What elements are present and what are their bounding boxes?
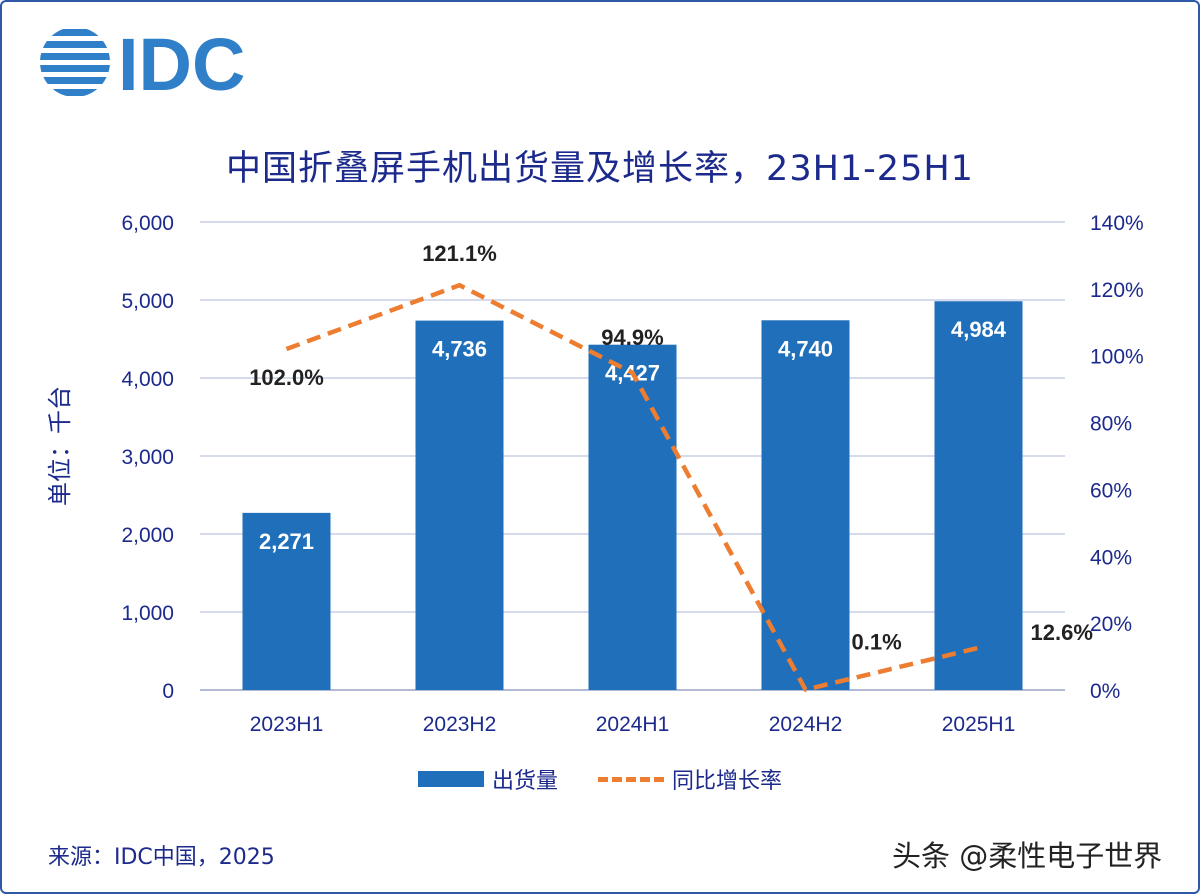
y2-tick-label: 120% xyxy=(1090,279,1144,302)
x-tick-label: 2024H1 xyxy=(596,713,670,736)
y2-tick-label: 40% xyxy=(1090,546,1132,569)
y2-tick-label: 80% xyxy=(1090,413,1132,436)
growth-value-label: 0.1% xyxy=(852,630,902,655)
growth-value-label: 121.1% xyxy=(422,241,497,266)
watermark: 头条 @柔性电子世界 xyxy=(892,839,1163,873)
y-tick-label: 6,000 xyxy=(121,212,174,235)
bar-value-label: 4,984 xyxy=(951,317,1007,342)
y-tick-label: 3,000 xyxy=(121,446,174,469)
x-tick-label: 2024H2 xyxy=(769,713,843,736)
growth-value-label: 12.6% xyxy=(1031,620,1093,645)
bar-value-label: 2,271 xyxy=(259,529,314,554)
legend: 出货量 同比增长率 xyxy=(0,763,1200,795)
bar xyxy=(242,512,331,690)
y-tick-label: 0 xyxy=(162,680,174,703)
legend-swatch-line xyxy=(598,776,664,782)
idc-logo: IDC xyxy=(40,24,245,100)
y2-tick-label: 0% xyxy=(1090,680,1120,703)
growth-line xyxy=(285,282,980,692)
bar xyxy=(934,301,1023,690)
y-axis-label: 单位：千台 xyxy=(46,386,74,506)
y-tick-label: 5,000 xyxy=(121,290,174,313)
bar xyxy=(761,320,850,690)
bar xyxy=(415,320,504,690)
y2-tick-label: 60% xyxy=(1090,479,1132,502)
legend-label-shipments: 出货量 xyxy=(491,769,558,794)
legend-swatch-bar xyxy=(417,771,484,787)
y-tick-label: 1,000 xyxy=(121,602,174,625)
y2-tick-label: 100% xyxy=(1090,346,1144,369)
y-tick-label: 2,000 xyxy=(121,524,174,547)
bar-value-label: 4,736 xyxy=(432,337,487,362)
bar-value-label: 4,740 xyxy=(778,336,833,361)
x-tick-label: 2023H1 xyxy=(250,713,324,736)
x-tick-label: 2023H2 xyxy=(423,713,497,736)
growth-value-label: 94.9% xyxy=(601,325,663,350)
y-tick-label: 4,000 xyxy=(121,368,174,391)
chart-title: 中国折叠屏手机出货量及增长率，23H1-25H1 xyxy=(226,149,974,189)
growth-value-label: 102.0% xyxy=(249,365,324,390)
source-note: 来源：IDC中国，2025 xyxy=(48,845,275,870)
bar xyxy=(588,344,677,690)
x-tick-label: 2025H1 xyxy=(942,713,1016,736)
y2-tick-label: 140% xyxy=(1090,212,1144,235)
y2-tick-label: 20% xyxy=(1090,613,1132,636)
legend-label-growth: 同比增长率 xyxy=(672,769,783,794)
legend-item-growth: 同比增长率 xyxy=(598,763,782,795)
logo-text: IDC xyxy=(118,24,245,100)
legend-item-shipments: 出货量 xyxy=(417,763,558,795)
